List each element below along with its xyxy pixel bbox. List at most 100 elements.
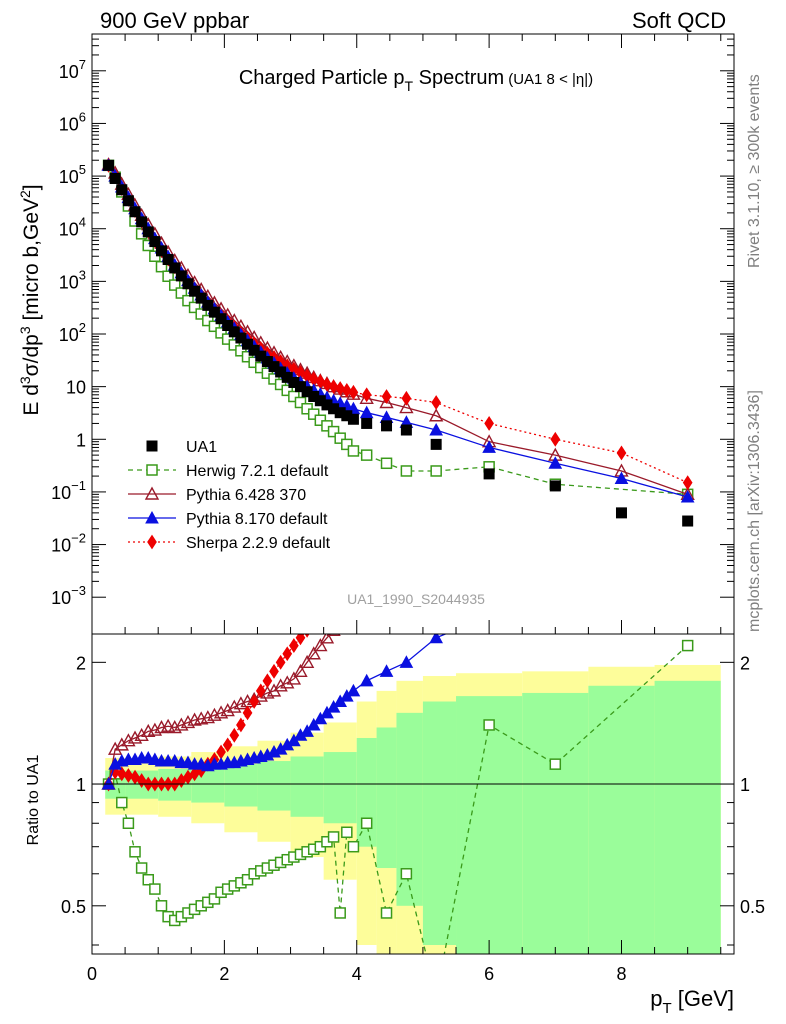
- ratio-point-pythia-3: [306, 717, 321, 731]
- ratio-tick-label-right: 0.5: [740, 897, 765, 917]
- ratio-point-sherpa-4: [362, 568, 371, 581]
- ratio-point-pythia-2: [253, 688, 268, 702]
- ratio-point-pythia-3: [346, 683, 361, 697]
- data-point-herwig-1: [182, 294, 194, 307]
- y-tick-label: 105: [59, 162, 86, 187]
- ratio-tick-label-right: 1: [740, 775, 750, 795]
- x-tick-label: 8: [616, 964, 626, 984]
- ratio-point-pythia-2: [293, 663, 308, 678]
- ratio-point-herwig-1: [327, 831, 340, 843]
- ratio-point-pythia-2: [160, 718, 176, 732]
- ratio-point-sherpa-4: [275, 654, 286, 670]
- ratio-point-pythia-3: [615, 585, 627, 596]
- ratio-point-herwig-1: [334, 907, 346, 919]
- data-point-herwig-1: [400, 465, 413, 477]
- ratio-point-pythia-3: [682, 591, 694, 602]
- legend-marker-sherpa-4: [147, 534, 157, 550]
- ratio-point-herwig-1: [129, 846, 141, 858]
- data-point-ua1-0: [109, 172, 121, 184]
- data-point-herwig-1: [195, 308, 207, 320]
- ratio-point-pythia-2: [280, 675, 295, 689]
- data-point-ua1-0: [347, 413, 359, 425]
- data-point-ua1-0: [682, 515, 694, 527]
- data-point-herwig-1: [281, 384, 293, 397]
- ratio-point-pythia-2: [107, 741, 123, 755]
- data-point-ua1-0: [483, 468, 495, 480]
- ratio-point-sherpa-4: [349, 579, 358, 592]
- ratio-point-pythia-3: [359, 673, 374, 687]
- data-point-herwig-1: [274, 378, 287, 391]
- legend-marker-ua1-0: [146, 440, 158, 452]
- ratio-point-pythia-3: [379, 664, 394, 677]
- ratio-point-pythia-2: [313, 638, 328, 652]
- data-point-herwig-1: [341, 438, 353, 451]
- legend-label-pythia-2: Pythia 6.428 370: [186, 487, 306, 504]
- ratio-point-pythia-2: [430, 574, 442, 585]
- data-point-ua1-0: [129, 206, 141, 218]
- ratio-series: [101, 495, 694, 954]
- ratio-point-pythia-2: [483, 558, 495, 569]
- ratio-point-sherpa-4: [289, 638, 299, 653]
- data-point-herwig-1: [175, 287, 188, 299]
- data-point-herwig-1: [307, 408, 320, 420]
- data-point-herwig-1: [347, 445, 360, 457]
- ratio-point-herwig-1: [549, 758, 562, 770]
- data-point-ua1-0: [169, 262, 181, 274]
- ratio-point-herwig-1: [483, 719, 495, 731]
- ratio-point-sherpa-4: [551, 495, 560, 508]
- data-point-pythia-3: [614, 471, 629, 484]
- y-tick-label: 10−2: [51, 531, 86, 556]
- data-point-ua1-0: [242, 338, 254, 350]
- ratio-point-herwig-1: [122, 817, 135, 830]
- ratio-point-pythia-3: [429, 634, 444, 644]
- band-green-bin: [323, 752, 357, 824]
- main-series: [101, 157, 695, 527]
- ratio-tick-label-right: 2: [740, 653, 750, 673]
- ratio-point-pythia-2: [121, 733, 136, 747]
- ratio-point-sherpa-4: [382, 558, 391, 571]
- data-point-sherpa-4: [401, 390, 412, 406]
- data-point-ua1-0: [361, 417, 373, 429]
- data-point-ua1-0: [228, 326, 240, 338]
- ratio-point-pythia-3: [399, 655, 414, 668]
- data-point-herwig-1: [430, 465, 442, 477]
- data-point-sherpa-4: [484, 416, 494, 431]
- data-point-ua1-0: [215, 313, 227, 325]
- data-point-sherpa-4: [341, 382, 352, 398]
- legend-marker-herwig-1: [146, 464, 158, 476]
- data-point-pythia-3: [482, 440, 496, 453]
- band-green-bin: [522, 692, 589, 954]
- ratio-point-sherpa-4: [304, 634, 310, 638]
- band-green-bin: [456, 696, 523, 954]
- ratio-tick-label: 0.5: [61, 897, 86, 917]
- data-point-ua1-0: [195, 292, 207, 304]
- legend-label-pythia-3: Pythia 8.170 default: [186, 511, 328, 528]
- data-point-ua1-0: [549, 480, 561, 492]
- analysis-watermark: UA1_1990_S2044935: [347, 591, 485, 607]
- ratio-point-herwig-1: [116, 796, 128, 809]
- data-point-sherpa-4: [431, 395, 442, 410]
- data-point-ua1-0: [248, 344, 260, 356]
- ratio-point-pythia-2: [127, 730, 143, 744]
- legend-label-ua1-0: UA1: [186, 439, 217, 456]
- y-tick-label: 10: [66, 378, 86, 398]
- main-y-axis-label: E d3σ/dp3 [micro b,GeV2]: [17, 184, 43, 415]
- y-tick-label: 103: [59, 267, 86, 292]
- ratio-point-sherpa-4: [323, 603, 332, 616]
- ratio-point-sherpa-4: [242, 705, 253, 721]
- ratio-point-sherpa-4: [222, 737, 233, 753]
- ratio-point-pythia-3: [483, 610, 495, 621]
- data-point-ua1-0: [235, 332, 247, 344]
- data-point-ua1-0: [182, 278, 194, 290]
- data-point-ua1-0: [116, 184, 128, 196]
- data-point-ua1-0: [189, 285, 201, 297]
- ratio-point-pythia-2: [326, 634, 341, 637]
- ratio-point-sherpa-4: [123, 768, 134, 783]
- ratio-point-sherpa-4: [282, 646, 293, 662]
- svg-text:Ratio to UA1: Ratio to UA1: [25, 755, 42, 846]
- data-point-sherpa-4: [381, 389, 392, 404]
- data-point-herwig-1: [288, 390, 300, 403]
- ratio-point-pythia-2: [306, 646, 321, 660]
